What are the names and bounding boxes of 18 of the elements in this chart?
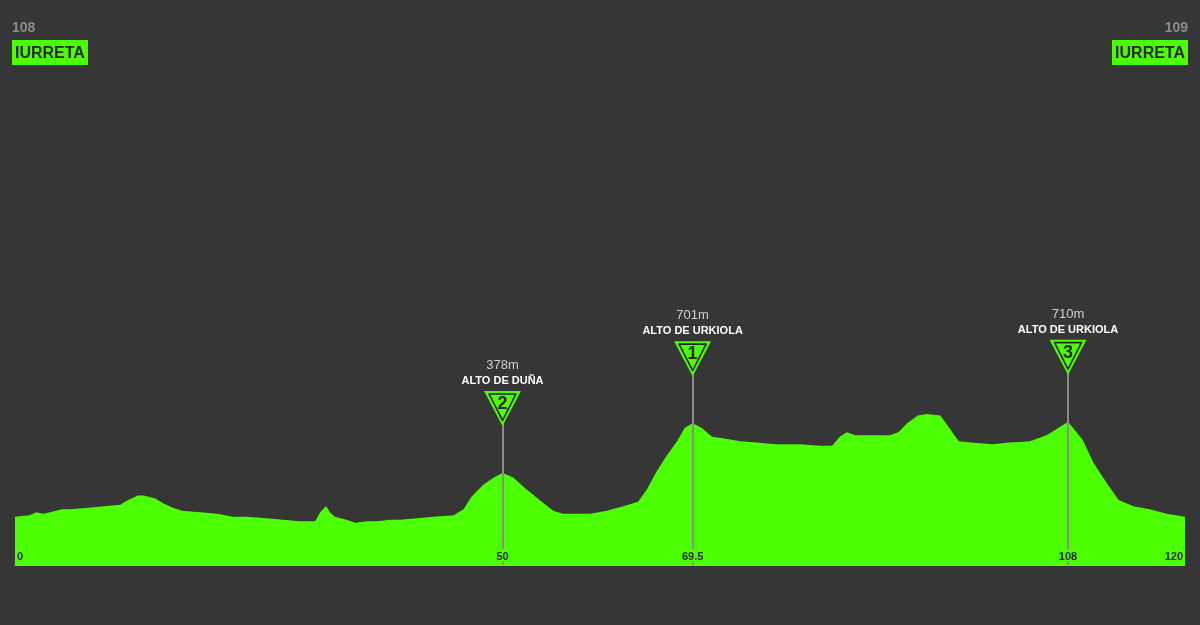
text: 3 [1062, 341, 1074, 362]
text: 701m [676, 306, 709, 322]
text: 378m [486, 356, 519, 372]
text: 108 [12, 19, 36, 35]
text: 2 [497, 392, 508, 413]
ref-line-label: ALTO DE DUÑA [461, 373, 544, 386]
x-tick-label: 0 [17, 549, 24, 562]
x-tick-label: 69.5 [681, 549, 704, 562]
text: IURRETA [1112, 40, 1188, 65]
ref-line-label: ALTO DE URKIOLA [1017, 322, 1119, 335]
text: 710m [1051, 305, 1085, 321]
text: 1 [687, 343, 698, 364]
text: 109 [1164, 19, 1188, 35]
x-tick-label: 120 [1164, 549, 1183, 562]
ref-line-label: ALTO DE URKIOLA [642, 323, 743, 336]
x-tick-label: 108 [1058, 549, 1078, 562]
x-tick-label: 50 [496, 549, 509, 562]
text: IURRETA [12, 40, 88, 65]
